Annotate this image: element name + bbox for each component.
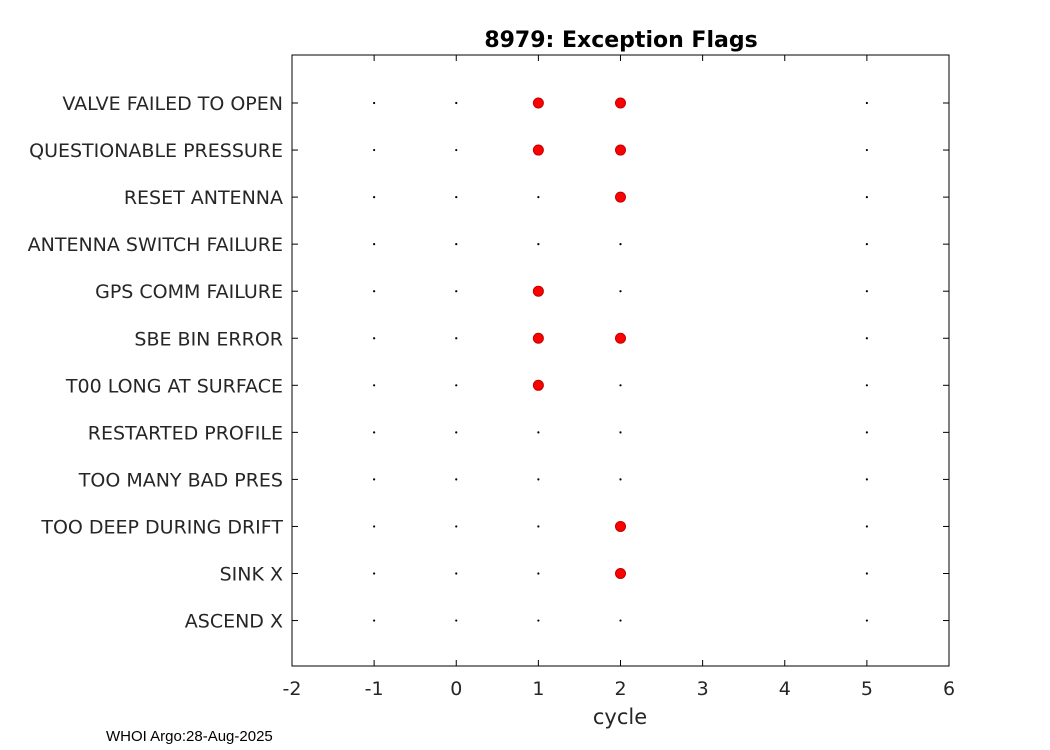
x-tick-label: 5 [861,678,873,700]
grid-dot [537,478,540,481]
grid-dot [865,290,868,293]
x-tick-label: 1 [532,678,544,700]
category-label: ASCEND X [185,611,283,633]
grid-dot [455,525,458,528]
grid-dot [373,290,376,293]
grid-dot [865,148,868,152]
grid-dot [373,525,376,528]
x-tick-label: 0 [450,678,462,700]
flag-marker [532,332,544,344]
category-label: RESET ANTENNA [124,187,283,209]
flag-marker [615,97,626,109]
grid-dot [537,619,540,622]
grid-dot [373,101,376,105]
flag-marker [615,520,626,532]
x-axis-label: cycle [593,705,647,729]
grid-dot [455,290,458,293]
grid-dot [455,243,458,246]
flag-marker [615,191,626,203]
grid-dot [455,148,458,152]
flag-marker [532,144,544,156]
flag-marker [615,332,626,344]
flag-marker [532,97,544,109]
category-label: SINK X [220,564,283,586]
plot-marks: -2 -1 0 1 2 3 4 5 6 VALVE FAILED TO OPEN QUESTIONA… [28,55,955,700]
grid-dot [865,243,868,246]
grid-dot [865,572,868,575]
chart-title: 8979: Exception Flags [484,28,757,53]
category-label: T00 LONG AT SURFACE [65,375,283,397]
grid-dot [865,196,868,199]
flag-marker [615,144,626,156]
grid-dot [373,337,376,340]
category-label: TOO MANY BAD PRES [78,469,283,491]
plot-area [291,54,950,667]
grid-dot [455,572,458,575]
grid-dot [537,196,540,199]
grid-dot [373,431,376,434]
grid-dot [373,478,376,481]
x-tick-label: 3 [697,678,709,700]
x-tick-label: 4 [779,678,791,700]
x-tick-label: 6 [943,678,955,700]
category-label: QUESTIONABLE PRESSURE [29,140,283,162]
grid-dot [537,431,540,434]
grid-dot [455,431,458,434]
grid-dot [373,572,376,575]
flag-marker [615,568,626,579]
grid-dot [373,384,376,387]
grid-dot [455,196,458,199]
grid-dot [619,290,622,293]
grid-dot [865,101,868,105]
grid-dot [373,619,376,622]
grid-dot [455,384,458,387]
flag-marker [532,379,544,391]
category-label: RESTARTED PROFILE [88,422,283,444]
category-label: ANTENNA SWITCH FAILURE [28,234,283,256]
grid-dot [865,478,868,481]
grid-dot [619,619,622,622]
grid-dot [455,619,458,622]
grid-dot [537,525,540,528]
grid-dot [455,337,458,340]
category-label: TOO DEEP DURING DRIFT [40,516,283,538]
flag-marker [532,285,544,297]
grid-dot [865,384,868,387]
grid-dot [373,148,376,152]
category-label: GPS COMM FAILURE [95,281,283,303]
footer-credit: WHOI Argo:28-Aug-2025 [106,728,273,745]
x-tick-label: -2 [283,678,302,700]
x-tick-label: 2 [614,678,626,700]
grid-dot [865,431,868,434]
category-label: SBE BIN ERROR [134,328,283,350]
grid-dot [619,478,622,481]
grid-dot [865,337,868,340]
grid-dot [537,572,540,575]
category-label: VALVE FAILED TO OPEN [62,93,283,115]
grid-dot [537,243,540,246]
grid-dot [865,525,868,528]
grid-dot [455,101,458,105]
grid-dot [619,243,622,246]
grid-dot [619,384,622,387]
x-tick-label: -1 [365,678,384,700]
grid-dot [865,619,868,622]
grid-dot [373,196,376,199]
grid-dot [619,431,622,434]
grid-dot [373,243,376,246]
grid-dot [455,478,458,481]
